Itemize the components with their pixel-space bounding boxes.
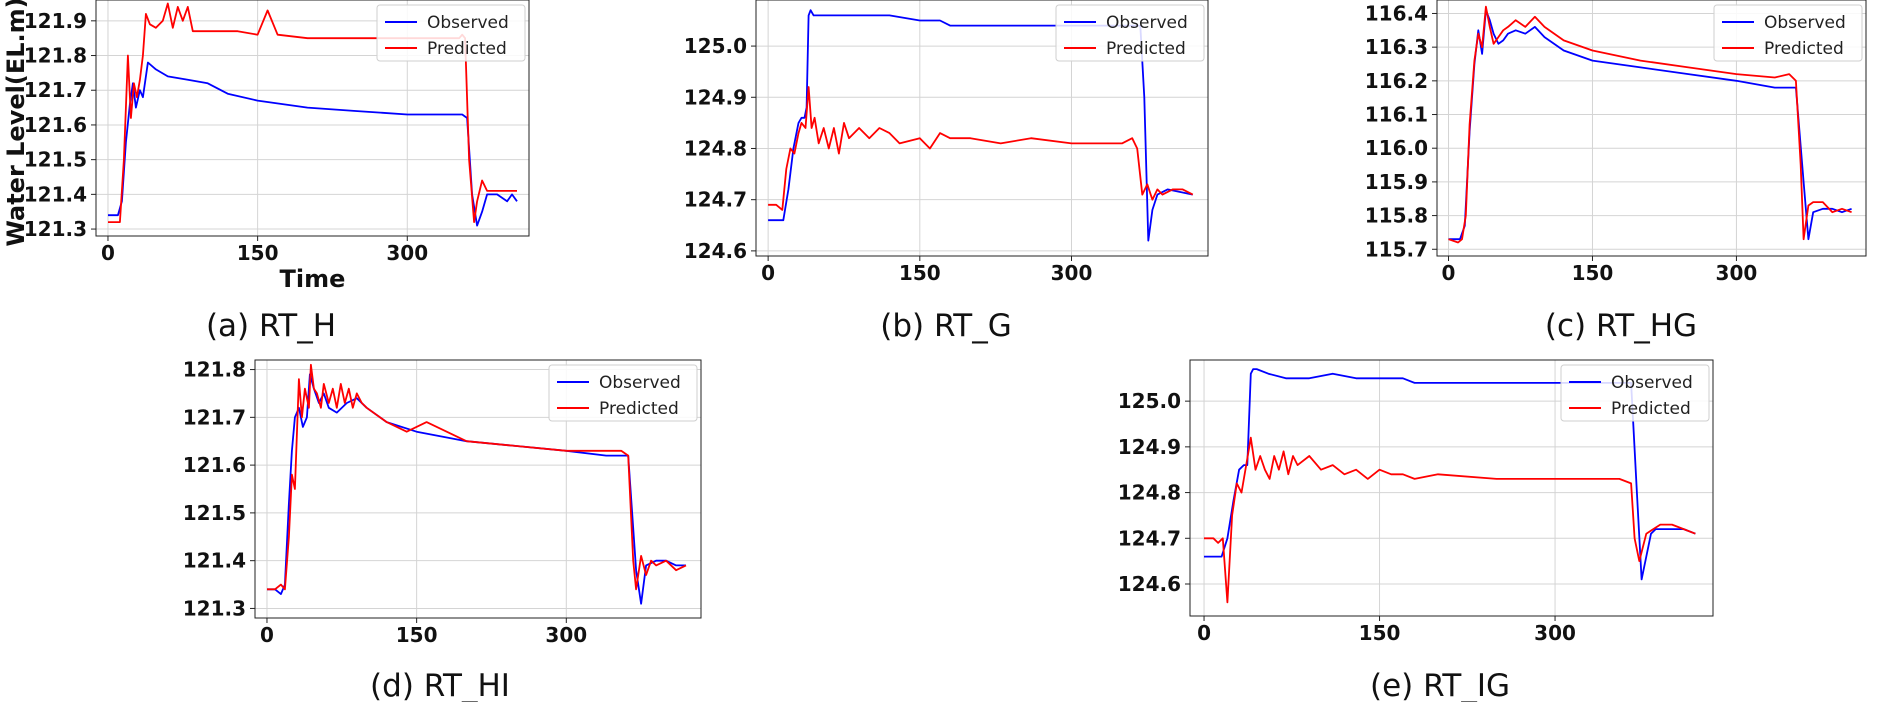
legend-label-predicted: Predicted (599, 399, 679, 419)
x-tick-label: 300 (1534, 621, 1576, 645)
legend: Observed Predicted (1560, 364, 1710, 422)
legend-label-observed: Observed (427, 13, 509, 33)
series-line-predicted (108, 2, 517, 224)
x-tick-label: 150 (237, 241, 279, 265)
legend-label-observed: Observed (1106, 13, 1188, 33)
y-tick-label: 121.4 (24, 182, 87, 206)
x-tick-label: 0 (260, 623, 274, 647)
y-tick-label: 121.5 (24, 148, 87, 172)
y-tick-label: 124.9 (684, 85, 747, 109)
x-tick-label: 150 (396, 623, 438, 647)
x-tick-label: 150 (1572, 261, 1614, 285)
x-tick-label: 300 (1716, 261, 1758, 285)
y-tick-label: 121.8 (24, 44, 87, 68)
y-tick-label: 116.4 (1365, 1, 1428, 25)
chart-panel-5: 0 150 300 124.6 124.7 124.8 124.9 125.0 Observed… (1118, 359, 1714, 702)
legend-label-predicted: Predicted (1764, 39, 1844, 59)
legend-label-predicted: Predicted (1611, 399, 1691, 419)
y-tick-label: 121.3 (183, 596, 246, 620)
y-tick-label: 121.9 (24, 9, 87, 33)
x-tick-label: 150 (899, 261, 941, 285)
y-tick-label: 121.6 (24, 113, 87, 137)
y-tick-label: 115.8 (1365, 204, 1428, 228)
legend: Observed Predicted (1055, 4, 1205, 62)
series-line-observed (108, 61, 518, 227)
y-axis-label: Water Level(EL.m) (2, 0, 30, 247)
plot-frame (755, 0, 1209, 257)
panel-caption: (d) RT_HI (370, 668, 510, 702)
series-line-predicted (1448, 5, 1852, 244)
x-tick-label: 0 (1442, 261, 1456, 285)
y-tick-label: 125.0 (684, 34, 747, 58)
legend-label-predicted: Predicted (1106, 39, 1186, 59)
y-tick-label: 115.7 (1365, 237, 1428, 261)
y-tick-label: 124.9 (1118, 435, 1181, 459)
y-tick-label: 121.3 (24, 217, 87, 241)
panel-caption: (e) RT_IG (1370, 668, 1510, 702)
series-line-predicted (768, 86, 1194, 211)
legend-label-predicted: Predicted (427, 39, 507, 59)
x-axis-label: Time (280, 265, 346, 293)
x-tick-label: 0 (761, 261, 775, 285)
y-tick-label: 116.3 (1365, 35, 1428, 59)
chart-panel-2: 0 150 300 124.6 124.7 124.8 124.9 125.0 Observed… (684, 0, 1209, 344)
panel-caption: (b) RT_G (880, 308, 1011, 344)
series-line-predicted (1204, 436, 1696, 604)
legend-label-observed: Observed (1764, 13, 1846, 33)
legend-label-observed: Observed (599, 373, 681, 393)
legend: Observed Predicted (1713, 4, 1863, 62)
y-tick-label: 125.0 (1118, 389, 1181, 413)
chart-panel-4: 0 150 300 121.3 121.4 121.5 121.6 121.7 121.8 Obs… (183, 358, 702, 702)
plot-frame (254, 359, 702, 619)
series-line-observed (1204, 368, 1696, 581)
chart-panel-1: 0 150 300 121.3 121.4 121.5 121.6 121.7 121.8 121… (2, 0, 530, 344)
y-tick-label: 121.4 (183, 549, 246, 573)
legend-label-observed: Observed (1611, 373, 1693, 393)
y-tick-label: 116.1 (1365, 103, 1428, 127)
plot-frame (95, 0, 530, 237)
y-tick-label: 121.5 (183, 501, 246, 525)
series-line-observed (768, 9, 1193, 242)
x-tick-label: 150 (1359, 621, 1401, 645)
x-tick-label: 300 (545, 623, 587, 647)
y-tick-label: 124.8 (1118, 481, 1181, 505)
x-tick-label: 0 (101, 241, 115, 265)
y-tick-label: 121.7 (183, 405, 246, 429)
y-tick-label: 124.7 (684, 188, 747, 212)
x-tick-label: 300 (386, 241, 428, 265)
panel-caption: (a) RT_H (206, 308, 336, 344)
panel-caption: (c) RT_HG (1545, 308, 1697, 344)
y-tick-label: 121.8 (183, 358, 246, 382)
y-tick-label: 124.7 (1118, 526, 1181, 550)
y-tick-label: 115.9 (1365, 170, 1428, 194)
chart-panel-3: 0 150 300 115.7 115.8 115.9 116.0 116.1 116.2 116… (1365, 0, 1867, 344)
y-tick-label: 124.6 (1118, 572, 1181, 596)
y-tick-label: 121.7 (24, 78, 87, 102)
y-tick-label: 124.6 (684, 239, 747, 263)
y-tick-label: 121.6 (183, 453, 246, 477)
plot-frame (1189, 359, 1714, 617)
x-tick-label: 0 (1197, 621, 1211, 645)
legend: Observed Predicted (376, 4, 526, 62)
y-tick-label: 124.8 (684, 136, 747, 160)
x-tick-label: 300 (1051, 261, 1093, 285)
legend: Observed Predicted (548, 364, 698, 422)
y-tick-label: 116.0 (1365, 136, 1428, 160)
series-line-predicted (267, 363, 687, 591)
y-tick-label: 116.2 (1365, 69, 1428, 93)
plot-frame (1436, 0, 1867, 257)
